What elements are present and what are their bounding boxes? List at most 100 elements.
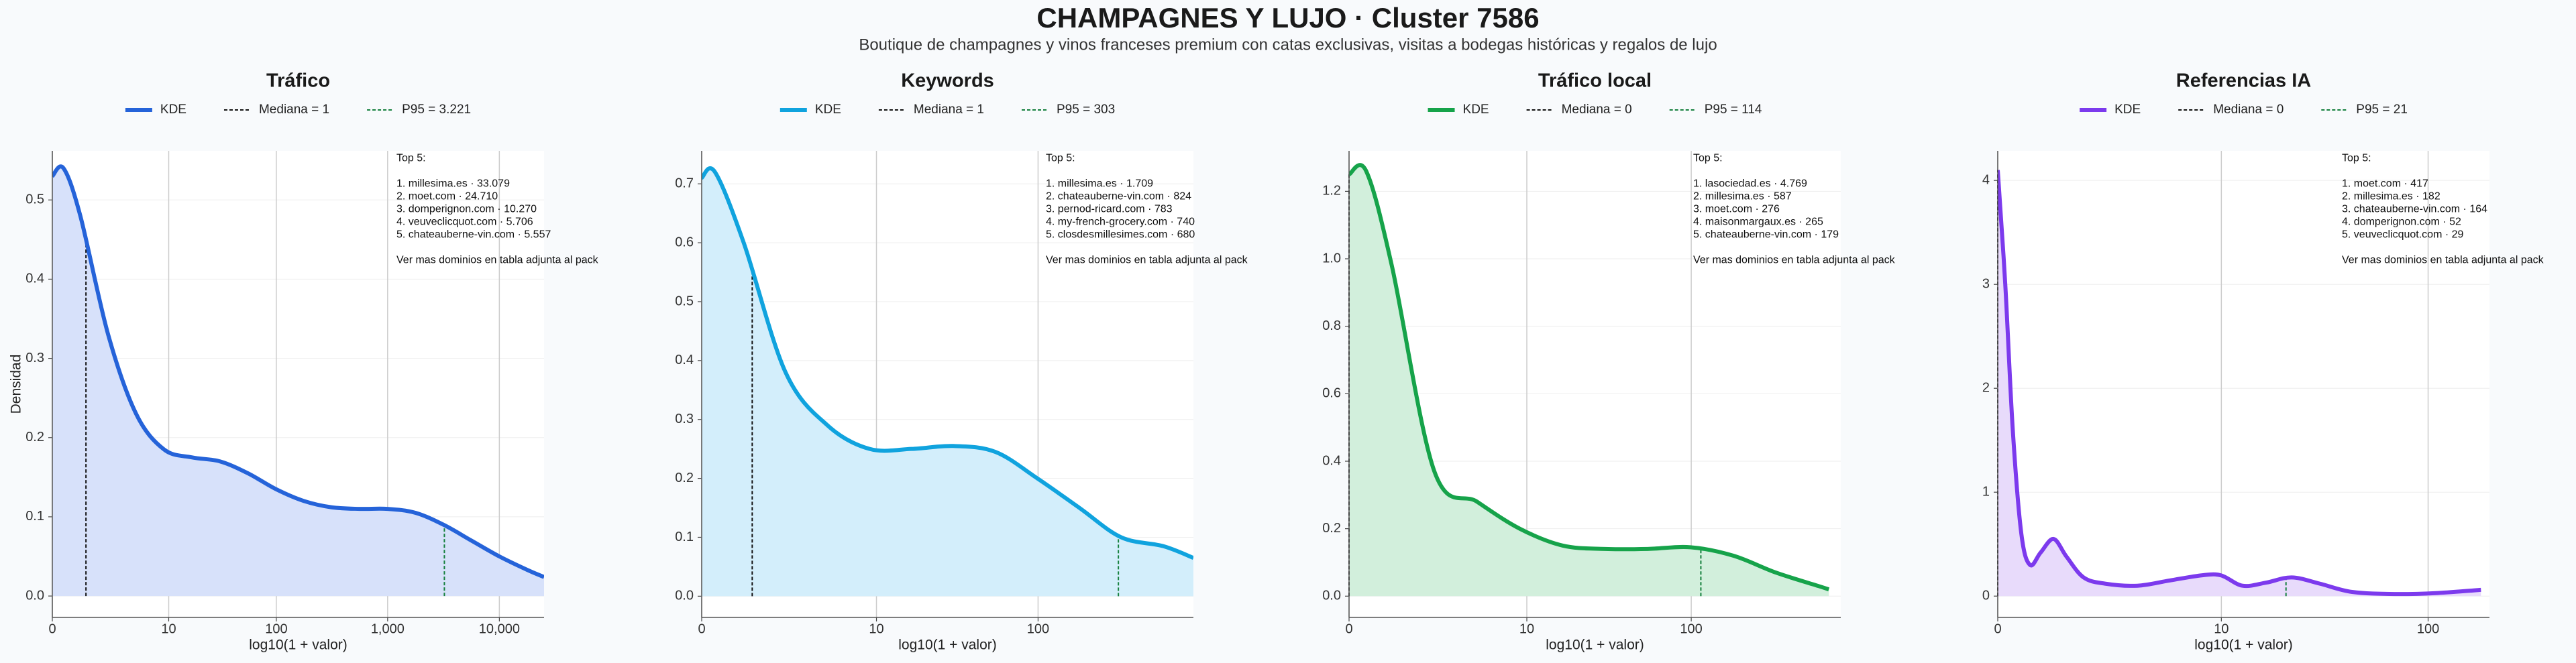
top5-item: 1. millesima.es · 1.709 — [1046, 178, 1153, 189]
y-tick-label: 0.0 — [675, 589, 694, 603]
top5-item: 3. domperignon.com · 10.270 — [396, 203, 537, 215]
top5-item: 4. domperignon.com · 52 — [2342, 216, 2461, 227]
y-tick-label: 0.2 — [675, 471, 694, 485]
subplot: 0.0 0.1 0.2 0.3 0.4 0.5 0.6 0.7 0 10 100 Keywords lo… — [675, 70, 1248, 653]
y-tick-label: 0.2 — [25, 430, 44, 444]
subplot: 0.0 0.1 0.2 0.3 0.4 0.5 0 10 100 1,000 10,000 Tráfi… — [9, 70, 599, 653]
subplot: 0 1 2 3 4 0 10 100 Referencias IA log10(1 + valor… — [1982, 70, 2544, 653]
x-tick-label: 100 — [2417, 621, 2439, 636]
legend: KDE Mediana = 1 P95 = 3.221 — [125, 103, 471, 117]
top5-item: 5. chateauberne-vin.com · 179 — [1693, 229, 1839, 240]
top5-item: 3. pernod-ricard.com · 783 — [1046, 203, 1173, 215]
x-tick-label: 100 — [1680, 621, 1702, 636]
y-tick-label: 0.4 — [675, 353, 694, 367]
top5-item: 3. moet.com · 276 — [1693, 203, 1780, 215]
x-tick-label: 0 — [48, 621, 56, 636]
subplot-title: Referencias IA — [2176, 70, 2312, 92]
top5-item: 3. chateauberne-vin.com · 164 — [2342, 203, 2487, 215]
legend: KDE Mediana = 0 P95 = 114 — [1428, 103, 1762, 117]
y-tick-label: 0.7 — [675, 176, 694, 190]
figure-title: CHAMPAGNES Y LUJO · Cluster 7586 — [1036, 2, 1539, 34]
kde-line — [1998, 170, 2481, 597]
x-tick-label: 0 — [698, 621, 705, 636]
y-tick-label: 1 — [1982, 484, 1990, 499]
x-axis-label: log10(1 + valor) — [249, 638, 347, 653]
legend-label: Mediana = 0 — [1562, 103, 1632, 117]
subplot-title: Keywords — [901, 70, 994, 92]
kde-line — [1349, 163, 1830, 592]
top5-item: 5. chateauberne-vin.com · 5.557 — [396, 229, 551, 240]
legend-label: KDE — [2114, 103, 2141, 117]
legend: KDE Mediana = 1 P95 = 303 — [780, 103, 1115, 117]
top5-item: 4. maisonmargaux.es · 265 — [1693, 216, 1823, 227]
x-tick-label: 10 — [869, 621, 883, 636]
top5-item: 1. millesima.es · 33.079 — [396, 178, 510, 189]
top5-item: 2. millesima.es · 587 — [1693, 190, 1792, 202]
legend-label: P95 = 303 — [1057, 103, 1115, 117]
x-tick-label: 10 — [2214, 621, 2229, 636]
y-tick-label: 0.1 — [25, 509, 44, 524]
y-tick-label: 0.8 — [1322, 318, 1341, 333]
kde-area — [702, 168, 1193, 597]
kde-area — [1998, 170, 2481, 597]
subplot: 0.0 0.2 0.4 0.6 0.8 1.0 1.2 0 10 100 Tráfico local… — [1322, 70, 1895, 653]
x-tick-label: 100 — [265, 621, 287, 636]
kde-line — [702, 166, 1193, 560]
y-tick-label: 1.0 — [1322, 251, 1341, 265]
x-axis-label: log10(1 + valor) — [2194, 638, 2293, 653]
y-tick-label: 0.1 — [675, 530, 694, 544]
figure-subtitle: Boutique de champagnes y vinos franceses… — [859, 36, 1717, 54]
x-tick-label: 10 — [161, 621, 176, 636]
top5-item: 2. moet.com · 24.710 — [396, 190, 498, 202]
y-tick-label: 0.3 — [675, 412, 694, 426]
y-tick-label: 0.6 — [1322, 386, 1341, 401]
x-tick-label: 10 — [1519, 621, 1534, 636]
y-tick-label: 0.5 — [675, 294, 694, 308]
y-tick-label: 0.3 — [25, 351, 44, 365]
y-tick-label: 0 — [1982, 589, 1990, 603]
top5-item: 2. millesima.es · 182 — [2342, 190, 2440, 202]
legend-label: Mediana = 0 — [2213, 103, 2284, 117]
y-tick-label: 0.6 — [675, 235, 694, 249]
subplot-title: Tráfico — [266, 70, 330, 92]
legend-label: Mediana = 1 — [914, 103, 984, 117]
top5-note: Ver mas dominios en tabla adjunta al pac… — [1046, 254, 1248, 265]
x-tick-label: 100 — [1027, 621, 1049, 636]
subplot-title: Tráfico local — [1538, 70, 1652, 92]
kde-area — [52, 166, 544, 597]
top5-item: 2. chateauberne-vin.com · 824 — [1046, 190, 1191, 202]
x-tick-label: 0 — [1994, 621, 2001, 636]
legend-label: P95 = 21 — [2356, 103, 2408, 117]
top5-title: Top 5: — [1046, 152, 1075, 164]
top5-item: 4. my-french-grocery.com · 740 — [1046, 216, 1195, 227]
x-axis-label: log10(1 + valor) — [898, 638, 997, 653]
y-axis-label: Densidad — [9, 355, 24, 414]
legend-label: KDE — [815, 103, 841, 117]
top5-item: 1. moet.com · 417 — [2342, 178, 2428, 189]
top5-note: Ver mas dominios en tabla adjunta al pac… — [2342, 254, 2544, 265]
x-axis-label: log10(1 + valor) — [1546, 638, 1644, 653]
legend: KDE Mediana = 0 P95 = 21 — [2080, 103, 2408, 117]
y-tick-label: 4 — [1982, 172, 1990, 187]
top5-title: Top 5: — [1693, 152, 1723, 164]
top5-item: 5. veuveclicquot.com · 29 — [2342, 229, 2464, 240]
legend-label: Mediana = 1 — [259, 103, 329, 117]
legend-label: KDE — [1463, 103, 1489, 117]
top5-note: Ver mas dominios en tabla adjunta al pac… — [396, 254, 599, 265]
top5-item: 5. closdesmillesimes.com · 680 — [1046, 229, 1195, 240]
y-tick-label: 2 — [1982, 380, 1990, 395]
y-tick-label: 0.0 — [25, 588, 44, 603]
kde-area — [1349, 165, 1829, 597]
legend-label: P95 = 114 — [1705, 103, 1762, 117]
y-tick-label: 1.2 — [1322, 184, 1341, 198]
top5-note: Ver mas dominios en tabla adjunta al pac… — [1693, 254, 1896, 265]
y-tick-label: 0.4 — [25, 272, 44, 286]
x-tick-label: 0 — [1345, 621, 1352, 636]
legend-label: KDE — [160, 103, 186, 117]
x-tick-label: 1,000 — [371, 621, 405, 636]
top5-title: Top 5: — [396, 152, 426, 164]
top5-item: 4. veuveclicquot.com · 5.706 — [396, 216, 533, 227]
y-tick-label: 0.0 — [1322, 589, 1341, 603]
plot-area — [1998, 151, 2489, 617]
